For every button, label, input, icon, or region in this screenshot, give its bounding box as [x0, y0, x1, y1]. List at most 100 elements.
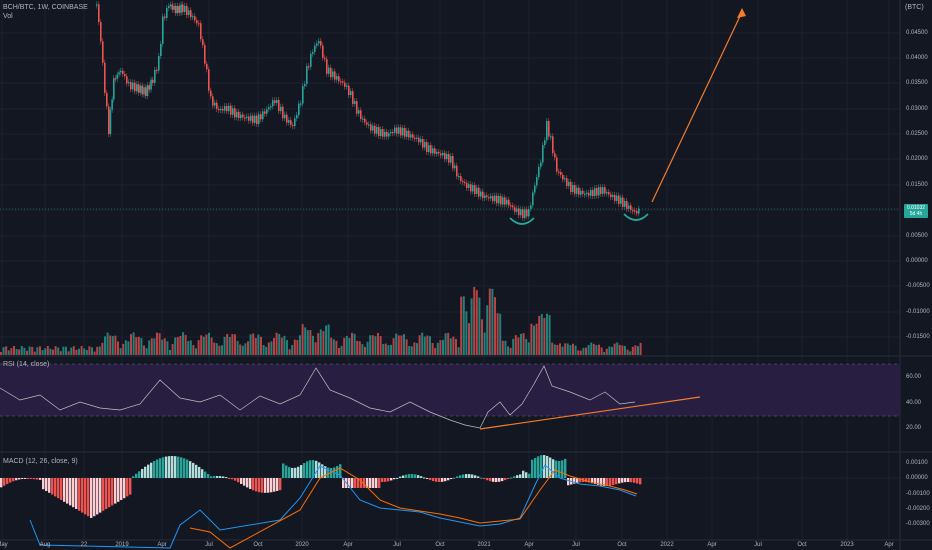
candle	[358, 110, 360, 114]
candle	[198, 23, 200, 25]
candle	[520, 209, 522, 216]
macd-histogram-bar	[384, 478, 387, 482]
macd-pane	[0, 455, 900, 549]
candle	[96, 4, 98, 6]
volume-bar	[205, 334, 208, 355]
volume-bar	[36, 347, 39, 355]
macd-histogram-bar	[207, 474, 210, 478]
macd-histogram-bar	[276, 478, 279, 491]
rsi-tick: 40.00	[906, 400, 922, 406]
volume-bar	[613, 343, 616, 355]
macd-histogram-bar	[402, 475, 405, 478]
volume-bar	[431, 342, 434, 355]
candle	[422, 138, 424, 148]
user-drawings[interactable]	[479, 8, 746, 430]
volume-bar	[408, 345, 411, 355]
candle	[454, 165, 456, 169]
candle	[594, 188, 596, 197]
volume-bar	[20, 346, 23, 355]
candle	[356, 101, 358, 114]
macd-histogram-bar	[249, 478, 252, 489]
candle	[534, 185, 536, 193]
macd-histogram-bar	[363, 478, 366, 488]
volume-bar	[28, 346, 31, 355]
candle	[438, 151, 440, 154]
candle	[576, 187, 578, 194]
volume-bar	[587, 344, 590, 355]
candle	[404, 128, 406, 137]
macd-histogram-bar	[72, 478, 75, 508]
volume-bar	[278, 333, 281, 355]
candle	[312, 52, 314, 54]
candle	[400, 127, 402, 136]
macd-histogram-bar	[282, 463, 285, 478]
volume-bar	[637, 346, 639, 355]
volume-bar	[143, 345, 145, 355]
macd-histogram-bar	[237, 478, 240, 483]
macd-histogram-bar	[150, 462, 153, 478]
macd-histogram-bar	[165, 456, 168, 478]
volume-bar	[130, 334, 132, 355]
last-price-badge: 0.01032 5d 4h	[904, 204, 928, 218]
macd-histogram-bar	[579, 478, 582, 483]
candle	[346, 85, 348, 87]
candle	[240, 114, 242, 119]
time-tick: Oct	[617, 542, 627, 548]
candle	[402, 128, 404, 136]
macd-histogram-bar	[69, 478, 72, 506]
candle	[470, 184, 472, 192]
time-tick: 2022	[660, 542, 674, 548]
volume-bar	[514, 335, 517, 355]
volume-bar	[122, 343, 125, 355]
volume-bar	[5, 346, 8, 355]
candle	[114, 78, 117, 80]
time-tick: Apr	[524, 542, 534, 548]
volume-bar	[520, 333, 522, 355]
macd-histogram-bar	[246, 478, 249, 488]
candle	[150, 79, 152, 90]
macd-histogram-bar	[273, 478, 276, 492]
macd-histogram-bar	[213, 476, 216, 478]
macd-histogram-bar	[186, 459, 189, 478]
price-tick: 0.03500	[906, 80, 928, 86]
volume-bar	[166, 341, 169, 355]
candle	[248, 116, 250, 121]
currency-label: (BTC)	[905, 4, 924, 11]
macd-histogram-bar	[117, 478, 120, 502]
volume-bar	[88, 346, 91, 355]
volume-bar	[543, 317, 546, 355]
volume-bar	[218, 345, 221, 355]
volume-bar	[171, 343, 174, 355]
rsi-tick: 60.00	[906, 374, 922, 380]
candle	[360, 110, 362, 119]
candle	[254, 115, 256, 123]
volume-bar	[273, 337, 275, 355]
candle	[494, 195, 496, 202]
volume-bar	[46, 346, 49, 355]
candle	[632, 210, 634, 212]
volume-bar	[239, 344, 242, 355]
volume-bar	[577, 350, 580, 355]
macd-histogram-bar	[291, 467, 294, 478]
macd-histogram-bar	[255, 478, 258, 492]
volume-bar	[561, 346, 564, 355]
candle	[472, 185, 474, 192]
candle	[478, 187, 480, 197]
candle	[512, 205, 514, 208]
macd-histogram-bar	[564, 458, 567, 478]
candle	[168, 6, 170, 8]
macd-histogram-bar	[390, 478, 393, 481]
candle	[296, 115, 298, 119]
volume-bar	[400, 335, 403, 355]
macd-histogram-bar	[441, 478, 444, 482]
candle	[266, 109, 268, 114]
candle	[564, 178, 566, 180]
candle	[242, 114, 244, 118]
volume-label: Vol	[3, 13, 13, 20]
volume-bar	[169, 349, 171, 355]
candle	[606, 192, 608, 194]
volume-bar	[548, 315, 551, 355]
candle	[572, 185, 574, 192]
candle	[106, 93, 108, 107]
